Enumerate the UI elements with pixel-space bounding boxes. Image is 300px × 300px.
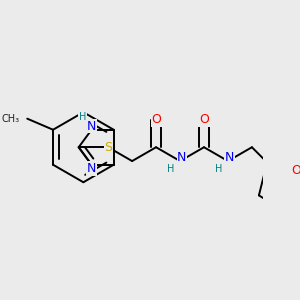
Text: O: O [291,164,300,177]
Text: N: N [87,119,96,133]
Text: S: S [104,141,112,154]
Text: H: H [215,164,222,174]
Text: N: N [87,162,96,175]
Text: N: N [177,151,187,164]
Text: H: H [79,112,86,122]
Text: CH₃: CH₃ [2,114,20,124]
Text: N: N [225,151,235,164]
Text: H: H [167,164,175,174]
Text: O: O [151,113,161,126]
Text: O: O [199,113,209,126]
